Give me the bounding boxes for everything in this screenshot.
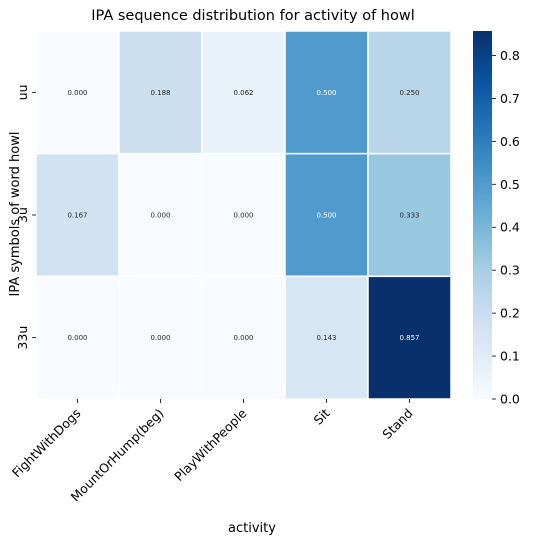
heatmap-cell — [367, 152, 452, 278]
cell-value-label: 0.062 — [233, 89, 253, 97]
cell-value-label: 0.500 — [316, 212, 336, 220]
heatmap-cell — [284, 30, 369, 155]
colorbar: 0.0 0.1 0.2 0.3 0.4 0.5 0.6 0.7 0.8 — [473, 31, 520, 407]
cell-value-label: 0.000 — [67, 89, 87, 97]
x-axis-label: activity — [228, 521, 276, 536]
colorbar-tick-label: 0.0 — [500, 392, 520, 407]
colorbar-gradient — [473, 31, 492, 399]
cell-value-label: 0.167 — [67, 212, 87, 220]
chart-title: IPA sequence distribution for activity o… — [91, 8, 414, 24]
heatmap-cell — [118, 30, 203, 155]
cell-value-label: 0.333 — [399, 212, 419, 220]
cell-value-label: 0.000 — [67, 334, 87, 342]
heatmap-cell — [367, 275, 452, 400]
colorbar-tick-label: 0.1 — [500, 349, 520, 364]
x-tick-label: FightWithDogs — [9, 406, 84, 481]
colorbar-tick-label: 0.2 — [500, 306, 520, 321]
colorbar-tick-label: 0.8 — [500, 48, 520, 63]
cell-value-label: 0.000 — [233, 212, 253, 220]
cell-value-label: 0.143 — [316, 334, 336, 342]
heatmap-cell — [201, 152, 286, 278]
cell-value-label: 0.500 — [316, 89, 336, 97]
heatmap-cells: 0.000 0.188 0.062 0.500 0.250 0.167 0.000 0.000… — [35, 30, 452, 400]
heatmap-cell — [35, 30, 120, 155]
heatmap-cell — [201, 30, 286, 155]
heatmap-cell — [284, 275, 369, 400]
colorbar-tick-label: 0.4 — [500, 220, 520, 235]
cell-value-label: 0.000 — [150, 334, 170, 342]
y-tick-label: uu — [15, 84, 30, 100]
cell-value-label: 0.000 — [233, 334, 253, 342]
cell-value-label: 0.250 — [399, 89, 419, 97]
heatmap-cell — [118, 275, 203, 400]
x-tick-label: Stand — [379, 406, 415, 442]
y-tick-label: 3u — [15, 207, 30, 223]
y-axis-label: IPA symbols of word howl — [8, 132, 23, 297]
y-axis-ticks: uu 3u 33u — [15, 84, 36, 350]
y-tick-label: 33u — [15, 326, 30, 350]
cell-value-label: 0.188 — [150, 89, 170, 97]
cell-value-label: 0.857 — [399, 334, 419, 342]
colorbar-tick-label: 0.3 — [500, 263, 520, 278]
colorbar-tick-label: 0.5 — [500, 177, 520, 192]
colorbar-tick-label: 0.6 — [500, 134, 520, 149]
x-tick-label: MountOrHump(beg) — [68, 406, 167, 505]
x-tick-label: PlayWithPeople — [171, 405, 250, 484]
x-tick-label: Sit — [310, 405, 332, 427]
cell-value-label: 0.000 — [150, 212, 170, 220]
colorbar-tick-label: 0.7 — [500, 91, 520, 106]
